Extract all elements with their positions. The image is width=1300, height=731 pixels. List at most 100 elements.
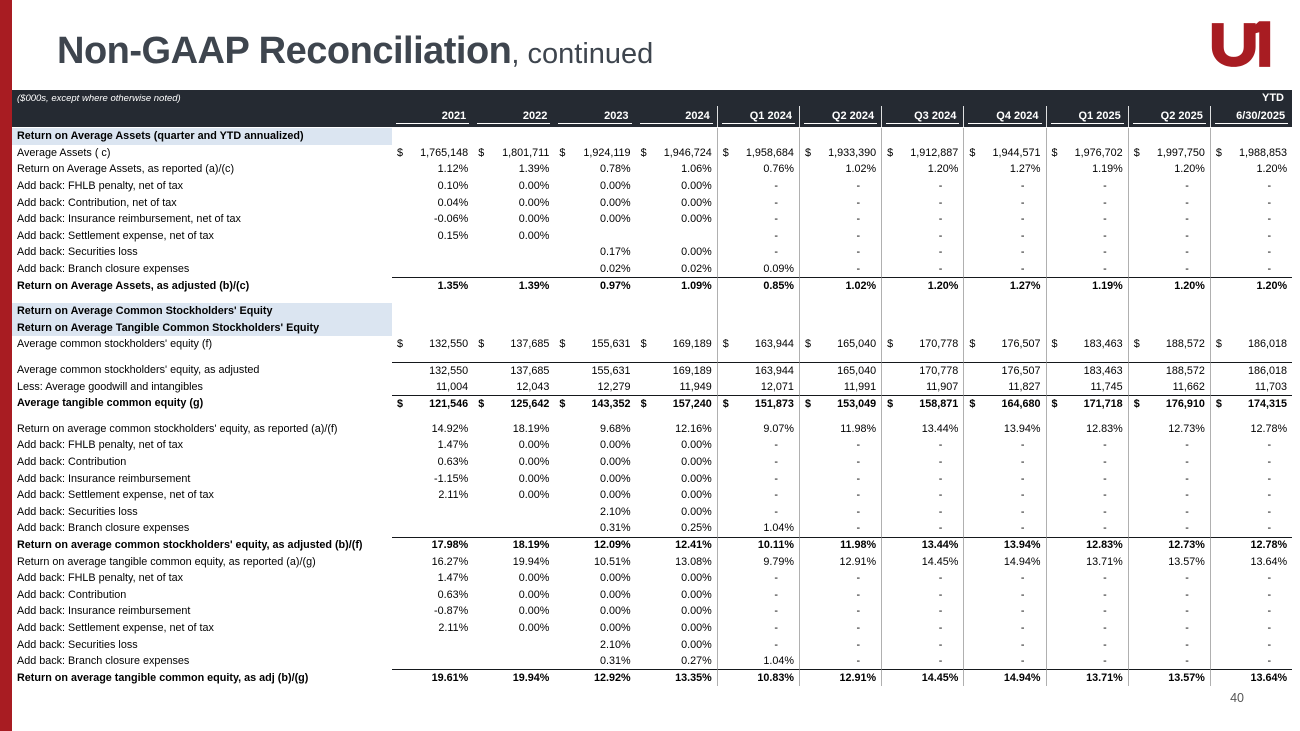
- cell: -: [798, 586, 881, 604]
- cell: 14.45%: [881, 669, 964, 686]
- cell: 13.44%: [881, 536, 964, 554]
- cell: 0.00%: [599, 472, 631, 485]
- cell: [1127, 319, 1210, 337]
- cell: -: [963, 586, 1045, 604]
- cell: [881, 319, 963, 337]
- cell: -: [798, 210, 881, 228]
- cell: -: [881, 194, 963, 211]
- cell: 155,631: [554, 361, 636, 379]
- cell: -: [1209, 652, 1292, 670]
- cell: -: [1209, 227, 1292, 245]
- cell: [716, 302, 799, 320]
- title-suffix: , continued: [511, 38, 654, 70]
- cell: 0.00%: [599, 489, 631, 502]
- dollar-sign: $: [559, 397, 566, 410]
- cell: [392, 353, 473, 362]
- cell: -: [716, 227, 799, 245]
- cell: -: [798, 177, 881, 195]
- cell: 12.91%: [798, 553, 881, 570]
- cell: -: [798, 227, 881, 245]
- cell: [636, 294, 717, 303]
- cell: 0.00%: [599, 180, 631, 193]
- cell: 0.00%: [599, 588, 631, 601]
- row-label: Return on average tangible common equity…: [17, 671, 309, 684]
- cell: -: [798, 244, 881, 261]
- cell: -: [1209, 470, 1292, 487]
- cell: [392, 128, 473, 145]
- company-logo: [1210, 20, 1272, 75]
- cell: $165,040: [798, 336, 881, 353]
- cell: [1127, 352, 1210, 362]
- cell: -: [1209, 437, 1292, 454]
- table-row: Return on Average Assets, as reported (a…: [12, 161, 1292, 178]
- row-label: Add back: Insurance reimbursement, net o…: [17, 213, 241, 226]
- cell: [636, 412, 717, 421]
- cell: 1.09%: [635, 277, 717, 294]
- cell: $176,910: [1127, 394, 1210, 412]
- cell: 19.94%: [512, 555, 550, 568]
- dollar-sign: $: [804, 397, 811, 410]
- cell: 0.00%: [681, 605, 712, 618]
- cell: -: [1127, 437, 1210, 454]
- cell: 170,778: [881, 361, 964, 379]
- cell: [1127, 302, 1210, 320]
- cell: 1.20%: [1127, 161, 1210, 178]
- table-row: Return on average tangible common equity…: [12, 669, 1293, 686]
- table-row: Less: Average goodwill and intangibles 11…: [12, 378, 1292, 395]
- cell: [554, 303, 635, 320]
- section-header-row: Return on Average Assets (quarter and YT…: [12, 128, 1292, 145]
- cell: -: [716, 244, 799, 261]
- cell: 11.98%: [798, 536, 882, 554]
- cell: -: [1209, 486, 1292, 504]
- table-row: Add back: Settlement expense, net of tax…: [12, 619, 1292, 637]
- row-label: Add back: FHLB penalty, net of tax: [17, 180, 184, 193]
- row-label: Average Assets ( c): [17, 146, 111, 159]
- cell: -: [1045, 453, 1128, 471]
- row-label: Return on Average Assets, as adjusted (b…: [17, 279, 250, 292]
- cell: $155,631: [559, 338, 631, 351]
- row-label: Add back: Settlement expense, net of tax: [17, 489, 214, 502]
- cell: 2.10%: [599, 638, 631, 651]
- cell: 10.51%: [593, 555, 631, 568]
- cell: [392, 520, 473, 537]
- dollar-sign: $: [969, 338, 976, 351]
- cell: $183,463: [1045, 336, 1128, 353]
- dollar-sign: $: [397, 338, 404, 351]
- cell: 0.63%: [437, 588, 469, 601]
- cell: 0.00%: [599, 621, 631, 634]
- cell: [1127, 128, 1210, 145]
- column-header: Q1 2025: [1045, 106, 1128, 127]
- cell: -: [963, 260, 1045, 278]
- dollar-sign: $: [804, 146, 811, 159]
- cell: 0.10%: [437, 180, 469, 193]
- cell: [473, 520, 554, 537]
- cell: -: [798, 636, 881, 653]
- cell: [963, 352, 1045, 362]
- cell: -: [798, 603, 881, 620]
- cell: 12.78%: [1209, 420, 1292, 438]
- cell: [963, 302, 1045, 320]
- cell: 9.07%: [716, 420, 799, 438]
- cell: 1.02%: [798, 161, 881, 178]
- cell: -: [881, 636, 963, 653]
- cell: -: [963, 569, 1045, 587]
- cell: 9.79%: [716, 553, 799, 570]
- cell: -: [1209, 636, 1292, 653]
- cell: -: [1127, 636, 1210, 653]
- table-row: Average common stockholders' equity, as …: [12, 361, 1293, 379]
- cell: 0.31%: [599, 522, 631, 535]
- cell: -: [716, 503, 799, 521]
- cell: 12,071: [716, 378, 799, 395]
- cell: -: [798, 652, 881, 670]
- table-row: Add back: Branch closure expenses 0.31% 0.…: [12, 520, 1292, 537]
- cell: [1127, 411, 1210, 421]
- financial-table: Return on Average Assets (quarter and YT…: [12, 128, 1293, 686]
- cell: [1209, 293, 1292, 303]
- page-title: Non-GAAP Reconciliation, continued: [57, 30, 653, 73]
- cell: -: [1127, 227, 1210, 245]
- cell: [716, 352, 799, 362]
- cell: 176,507: [963, 361, 1046, 379]
- section-header-row: Return on Average Tangible Common Stockh…: [12, 319, 1292, 337]
- dollar-sign: $: [1133, 146, 1140, 159]
- cell: -: [1127, 453, 1210, 471]
